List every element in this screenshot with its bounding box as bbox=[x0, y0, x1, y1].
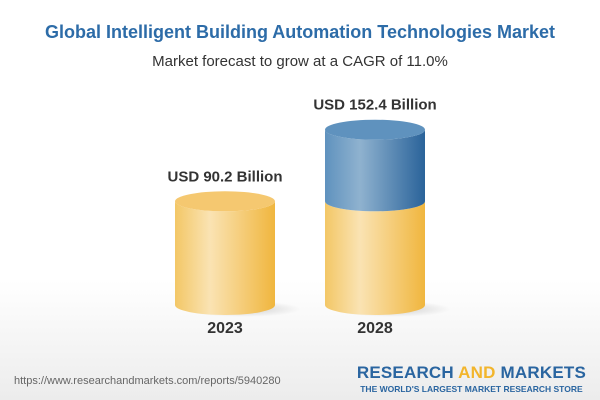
source-url[interactable]: https://www.researchandmarkets.com/repor… bbox=[14, 375, 281, 387]
research-and-markets-logo: RESEARCH AND MARKETS THE WORLD'S LARGEST… bbox=[357, 363, 586, 394]
category-label: 2028 bbox=[357, 320, 393, 337]
data-label: USD 90.2 Billion bbox=[167, 168, 282, 185]
logo-text: MARKETS bbox=[495, 363, 586, 382]
logo-tagline: THE WORLD'S LARGEST MARKET RESEARCH STOR… bbox=[360, 384, 583, 394]
bar-top-2023 bbox=[175, 191, 275, 212]
bar-base-2028 bbox=[325, 201, 425, 315]
data-label: USD 152.4 Billion bbox=[313, 97, 436, 114]
bar-growth-2028 bbox=[325, 129, 425, 212]
chart-subtitle: Market forecast to grow at a CAGR of 11.… bbox=[152, 53, 448, 70]
category-label: 2023 bbox=[207, 320, 243, 337]
bar-top-2028 bbox=[325, 119, 425, 140]
logo-text: RESEARCH bbox=[356, 363, 459, 382]
chart-title: Global Intelligent Building Automation T… bbox=[44, 22, 555, 42]
bar-base-2023 bbox=[175, 201, 275, 315]
logo-text-and: AND bbox=[458, 363, 496, 382]
